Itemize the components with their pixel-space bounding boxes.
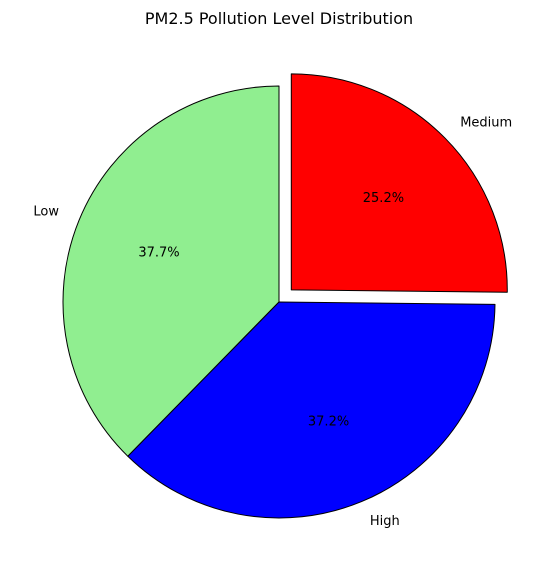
pie-slice-label-low: Low — [33, 205, 59, 220]
pie-slices — [62, 73, 508, 519]
pie-labels: 37.7% Low 37.2% High 25.2% Medium — [33, 115, 512, 529]
pie-slice-percent-medium: 25.2% — [363, 191, 404, 206]
chart-title: PM2.5 Pollution Level Distribution — [145, 9, 413, 28]
pie-slice-medium — [290, 73, 508, 293]
pie-slice-label-high: High — [370, 514, 400, 529]
pie-slice-percent-high: 37.2% — [308, 414, 349, 429]
pie-slice-high — [127, 301, 496, 519]
pie-slice-label-medium: Medium — [460, 115, 512, 130]
pie-slice-percent-low: 37.7% — [138, 246, 179, 261]
pie-slice-low — [62, 85, 280, 457]
